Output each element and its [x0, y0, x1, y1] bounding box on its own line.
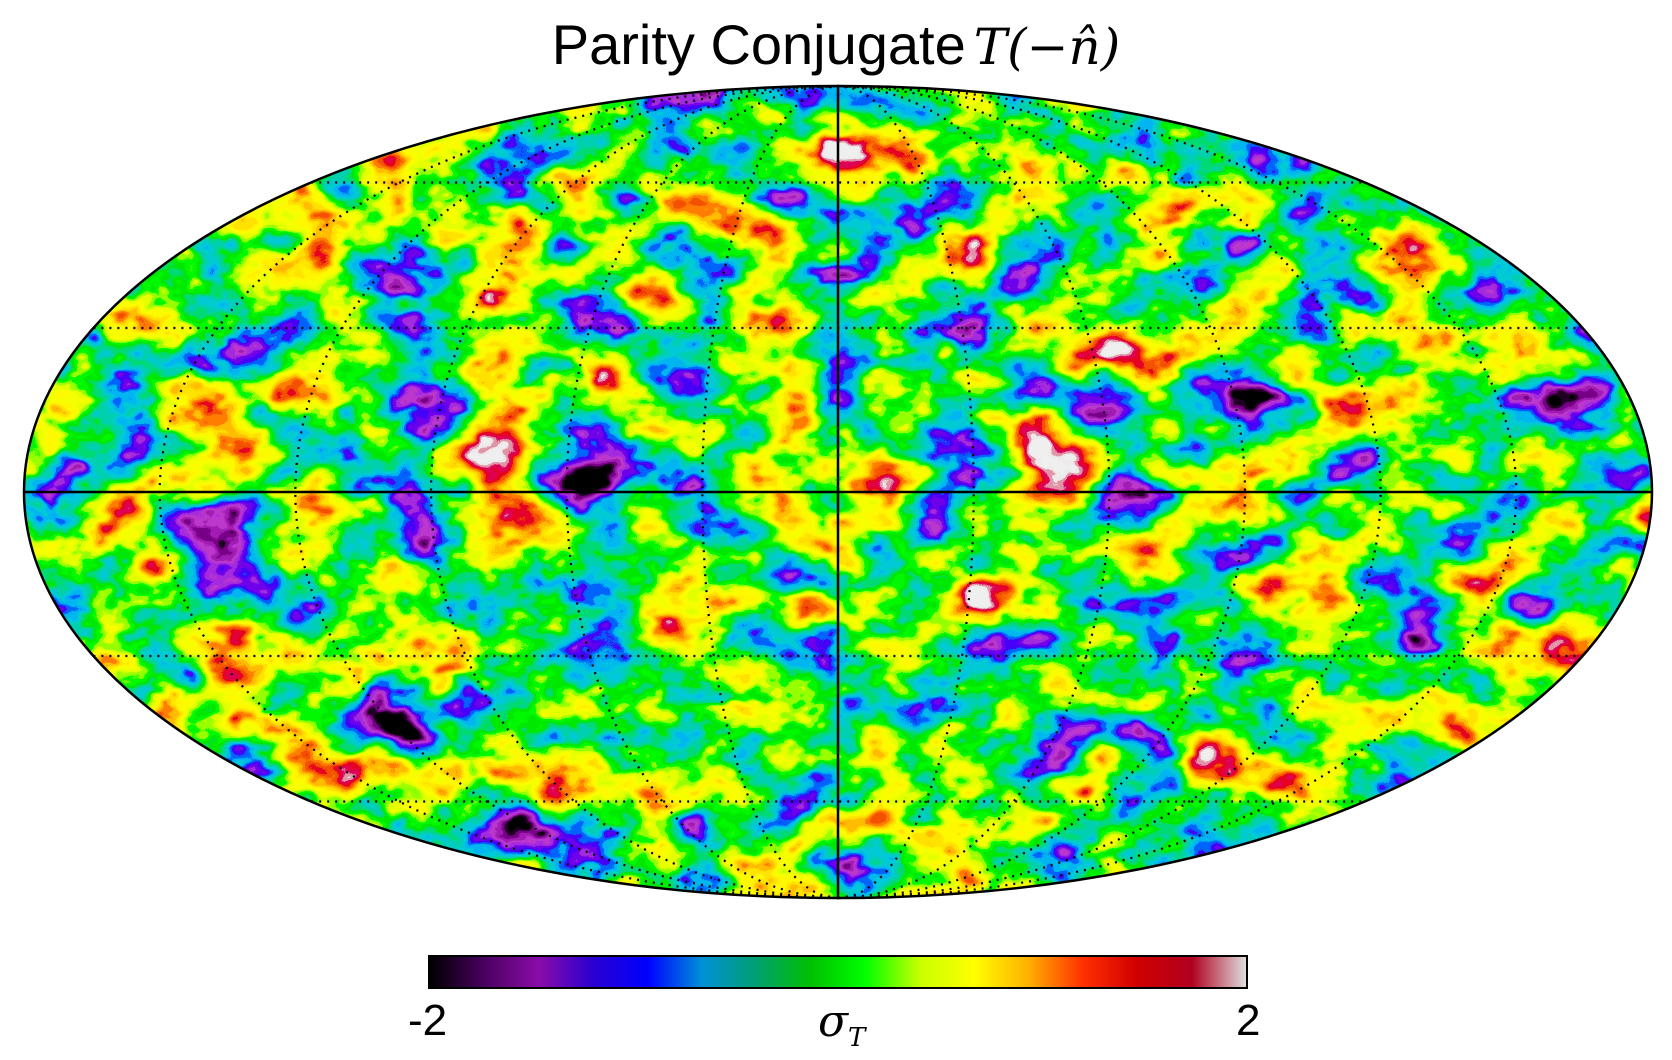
colorbar-min-label: -2 [408, 996, 448, 1045]
colorbar-max-label: 2 [1236, 996, 1261, 1045]
meridian-line [701, 84, 839, 900]
title-text: Parity Conjugate [551, 13, 966, 76]
title-math: T(−n̂) [973, 18, 1121, 76]
colorbar-label: σT [818, 996, 865, 1053]
meridian-line [837, 84, 1382, 900]
meridian-line [294, 84, 839, 900]
colorbar [428, 955, 1248, 989]
map-title: Parity Conjugate T(−n̂) [0, 12, 1672, 77]
colorbar-label-sub: T [848, 1022, 866, 1053]
meridian-line [837, 84, 975, 900]
colorbar-label-symbol: σ [818, 996, 849, 1047]
map-boundary [22, 84, 1654, 900]
